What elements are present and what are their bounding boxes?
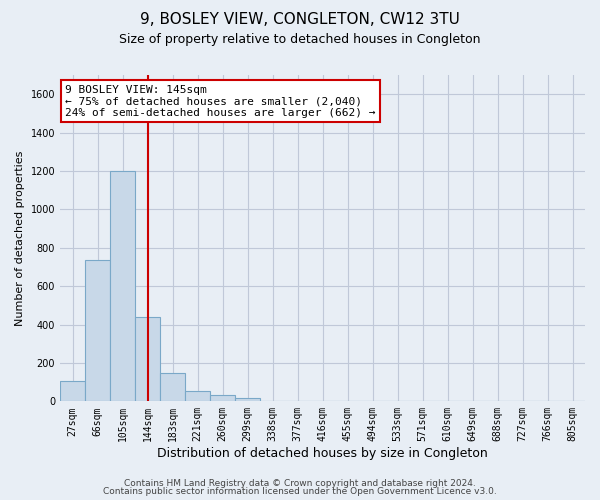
Bar (85, 260, 110, 402)
Y-axis label: Number of detached properties: Number of detached properties (15, 150, 25, 326)
Bar (110, 171, 135, 402)
Text: Contains public sector information licensed under the Open Government Licence v3: Contains public sector information licen… (103, 487, 497, 496)
Bar (160, 374, 185, 402)
Text: Size of property relative to detached houses in Congleton: Size of property relative to detached ho… (119, 32, 481, 46)
Text: 9 BOSLEY VIEW: 145sqm
← 75% of detached houses are smaller (2,040)
24% of semi-d: 9 BOSLEY VIEW: 145sqm ← 75% of detached … (65, 85, 376, 118)
Bar (185, 391, 210, 402)
Text: 9, BOSLEY VIEW, CONGLETON, CW12 3TU: 9, BOSLEY VIEW, CONGLETON, CW12 3TU (140, 12, 460, 28)
Bar (235, 398, 260, 402)
Bar (60, 381, 85, 402)
Bar (210, 394, 235, 402)
Text: Contains HM Land Registry data © Crown copyright and database right 2024.: Contains HM Land Registry data © Crown c… (124, 478, 476, 488)
Bar (135, 317, 160, 402)
X-axis label: Distribution of detached houses by size in Congleton: Distribution of detached houses by size … (157, 447, 488, 460)
